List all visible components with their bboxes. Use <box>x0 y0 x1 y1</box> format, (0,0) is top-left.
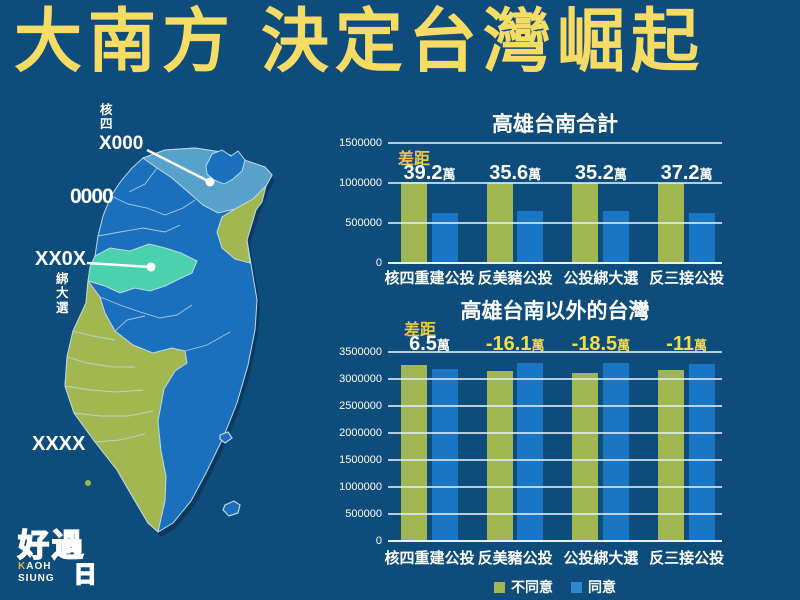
gridline <box>388 432 722 434</box>
diff-value: 39.2萬 <box>403 162 456 184</box>
chart-2: 高雄台南以外的台灣差距 6.5萬 -16.1萬 -18.5萬 -11萬 3500000 30… <box>339 293 792 598</box>
y-axis-label: 2000000 <box>339 427 382 439</box>
callout-dot-bind <box>146 262 156 272</box>
diff-value: 35.2萬 <box>574 162 627 184</box>
legend-item-disagree: 不同意 <box>494 577 553 597</box>
category-label: 核四重建公投 <box>384 550 475 567</box>
poster-title: 大南方 決定台灣崛起 <box>14 3 705 81</box>
bar-agree <box>517 363 544 541</box>
callout-dot-nuke <box>205 177 215 187</box>
gridline <box>388 378 722 380</box>
taiwan-map <box>64 147 275 537</box>
bar-agree <box>688 213 715 263</box>
bar-agree <box>431 369 458 541</box>
y-axis-label: 500000 <box>345 217 382 229</box>
diff-heading: 差距 <box>398 151 431 168</box>
region-yilan-green <box>216 184 267 264</box>
region-southwest-green <box>64 279 188 533</box>
category-label: 反美豬公投 <box>477 550 553 567</box>
category-label: 反三接公投 <box>649 270 725 287</box>
gridline <box>388 222 722 224</box>
y-axis-label: 1000000 <box>339 177 382 189</box>
chart-title: 高雄台南以外的台灣 <box>460 300 650 323</box>
diff-value: -18.5萬 <box>571 333 631 355</box>
bar-agree <box>688 364 715 541</box>
gridline <box>388 351 722 353</box>
island-green-island <box>219 431 233 444</box>
map-label-xxxx: XXXX <box>32 433 86 455</box>
y-axis-label: 2500000 <box>339 400 382 412</box>
island-orchid <box>222 500 241 517</box>
y-axis-label: 3000000 <box>339 373 382 385</box>
bar-disagree <box>572 373 599 541</box>
y-axis-label: 3500000 <box>339 346 382 358</box>
legend-label: 同意 <box>588 579 616 595</box>
logo-char-sun: 日 <box>73 561 98 587</box>
category-label: 公投綁大選 <box>563 550 639 567</box>
bar-agree <box>602 211 629 263</box>
gridline <box>388 182 722 184</box>
map-callout-nuke-small: 核四 <box>100 103 115 133</box>
plot-area: 1500000 1000000 500000 0 <box>339 137 722 269</box>
bind-vertical-text: 綁大選 <box>56 272 69 315</box>
gridline <box>388 486 722 488</box>
category-label: 反美豬公投 <box>477 270 553 287</box>
diff-value: 37.2萬 <box>660 162 713 184</box>
chart-title: 高雄台南合計 <box>492 113 618 136</box>
bar-agree <box>517 211 544 263</box>
legend-label: 不同意 <box>511 579 553 595</box>
callout-lines <box>86 148 211 269</box>
diff-value: -11萬 <box>666 333 707 355</box>
diff-value: 6.5萬 <box>409 333 450 355</box>
y-axis-label: 1500000 <box>339 137 382 149</box>
island-lamay <box>85 480 91 486</box>
legend-swatch <box>494 581 505 593</box>
diff-value: 35.6萬 <box>489 162 542 184</box>
region-teal <box>87 243 198 294</box>
chart-1: 高雄台南合計差距 39.2萬 35.6萬 35.2萬 37.2萬 1500000 10000… <box>339 104 792 290</box>
county-borders <box>64 167 231 443</box>
logo-siung: SIUNG <box>18 573 55 584</box>
logo-char-guo: 過 <box>51 528 84 563</box>
bar-agree <box>431 213 458 263</box>
logo-kaoh: KAOH <box>18 561 52 572</box>
logo-char-hao: 好 <box>17 528 50 563</box>
bar-agree <box>602 363 629 541</box>
gridline <box>388 142 722 144</box>
legend-swatch <box>571 581 582 593</box>
category-label: 反三接公投 <box>649 550 725 567</box>
nuke-vertical-text: 核四 <box>100 103 113 132</box>
category-label: 核四重建公投 <box>384 270 475 287</box>
gridline <box>388 513 722 515</box>
map-callout-bind-small: 綁大選 <box>56 272 71 317</box>
gridline <box>388 540 722 542</box>
y-axis-label: 0 <box>375 257 382 269</box>
y-axis-label: 1500000 <box>339 454 382 466</box>
map-callout-nuke-big: X000 <box>99 133 144 154</box>
map-callout-bind-big: XX0X <box>35 248 87 270</box>
kaohsiung-logo: 好 過 KAOH SIUNG 日 <box>17 528 118 587</box>
y-axis-label: 0 <box>375 535 382 547</box>
category-label: 公投綁大選 <box>563 270 639 287</box>
chart-legend: 不同意 同意 <box>388 577 722 597</box>
plot-area: 3500000 3000000 2500000 2000000 1500000 10000… <box>339 346 722 547</box>
y-axis-label: 1000000 <box>339 481 382 493</box>
gridline <box>388 405 722 407</box>
bar-disagree <box>486 371 513 541</box>
legend-item-agree: 同意 <box>571 577 616 597</box>
diff-heading: 差距 <box>404 322 437 339</box>
bar-disagree <box>658 370 685 541</box>
map-label-0000: 0000 <box>70 185 114 208</box>
bar-disagree <box>401 365 427 541</box>
diff-value: -16.1萬 <box>485 333 545 355</box>
gridline <box>388 262 722 264</box>
y-axis-label: 500000 <box>345 508 382 520</box>
gridline <box>388 459 722 461</box>
